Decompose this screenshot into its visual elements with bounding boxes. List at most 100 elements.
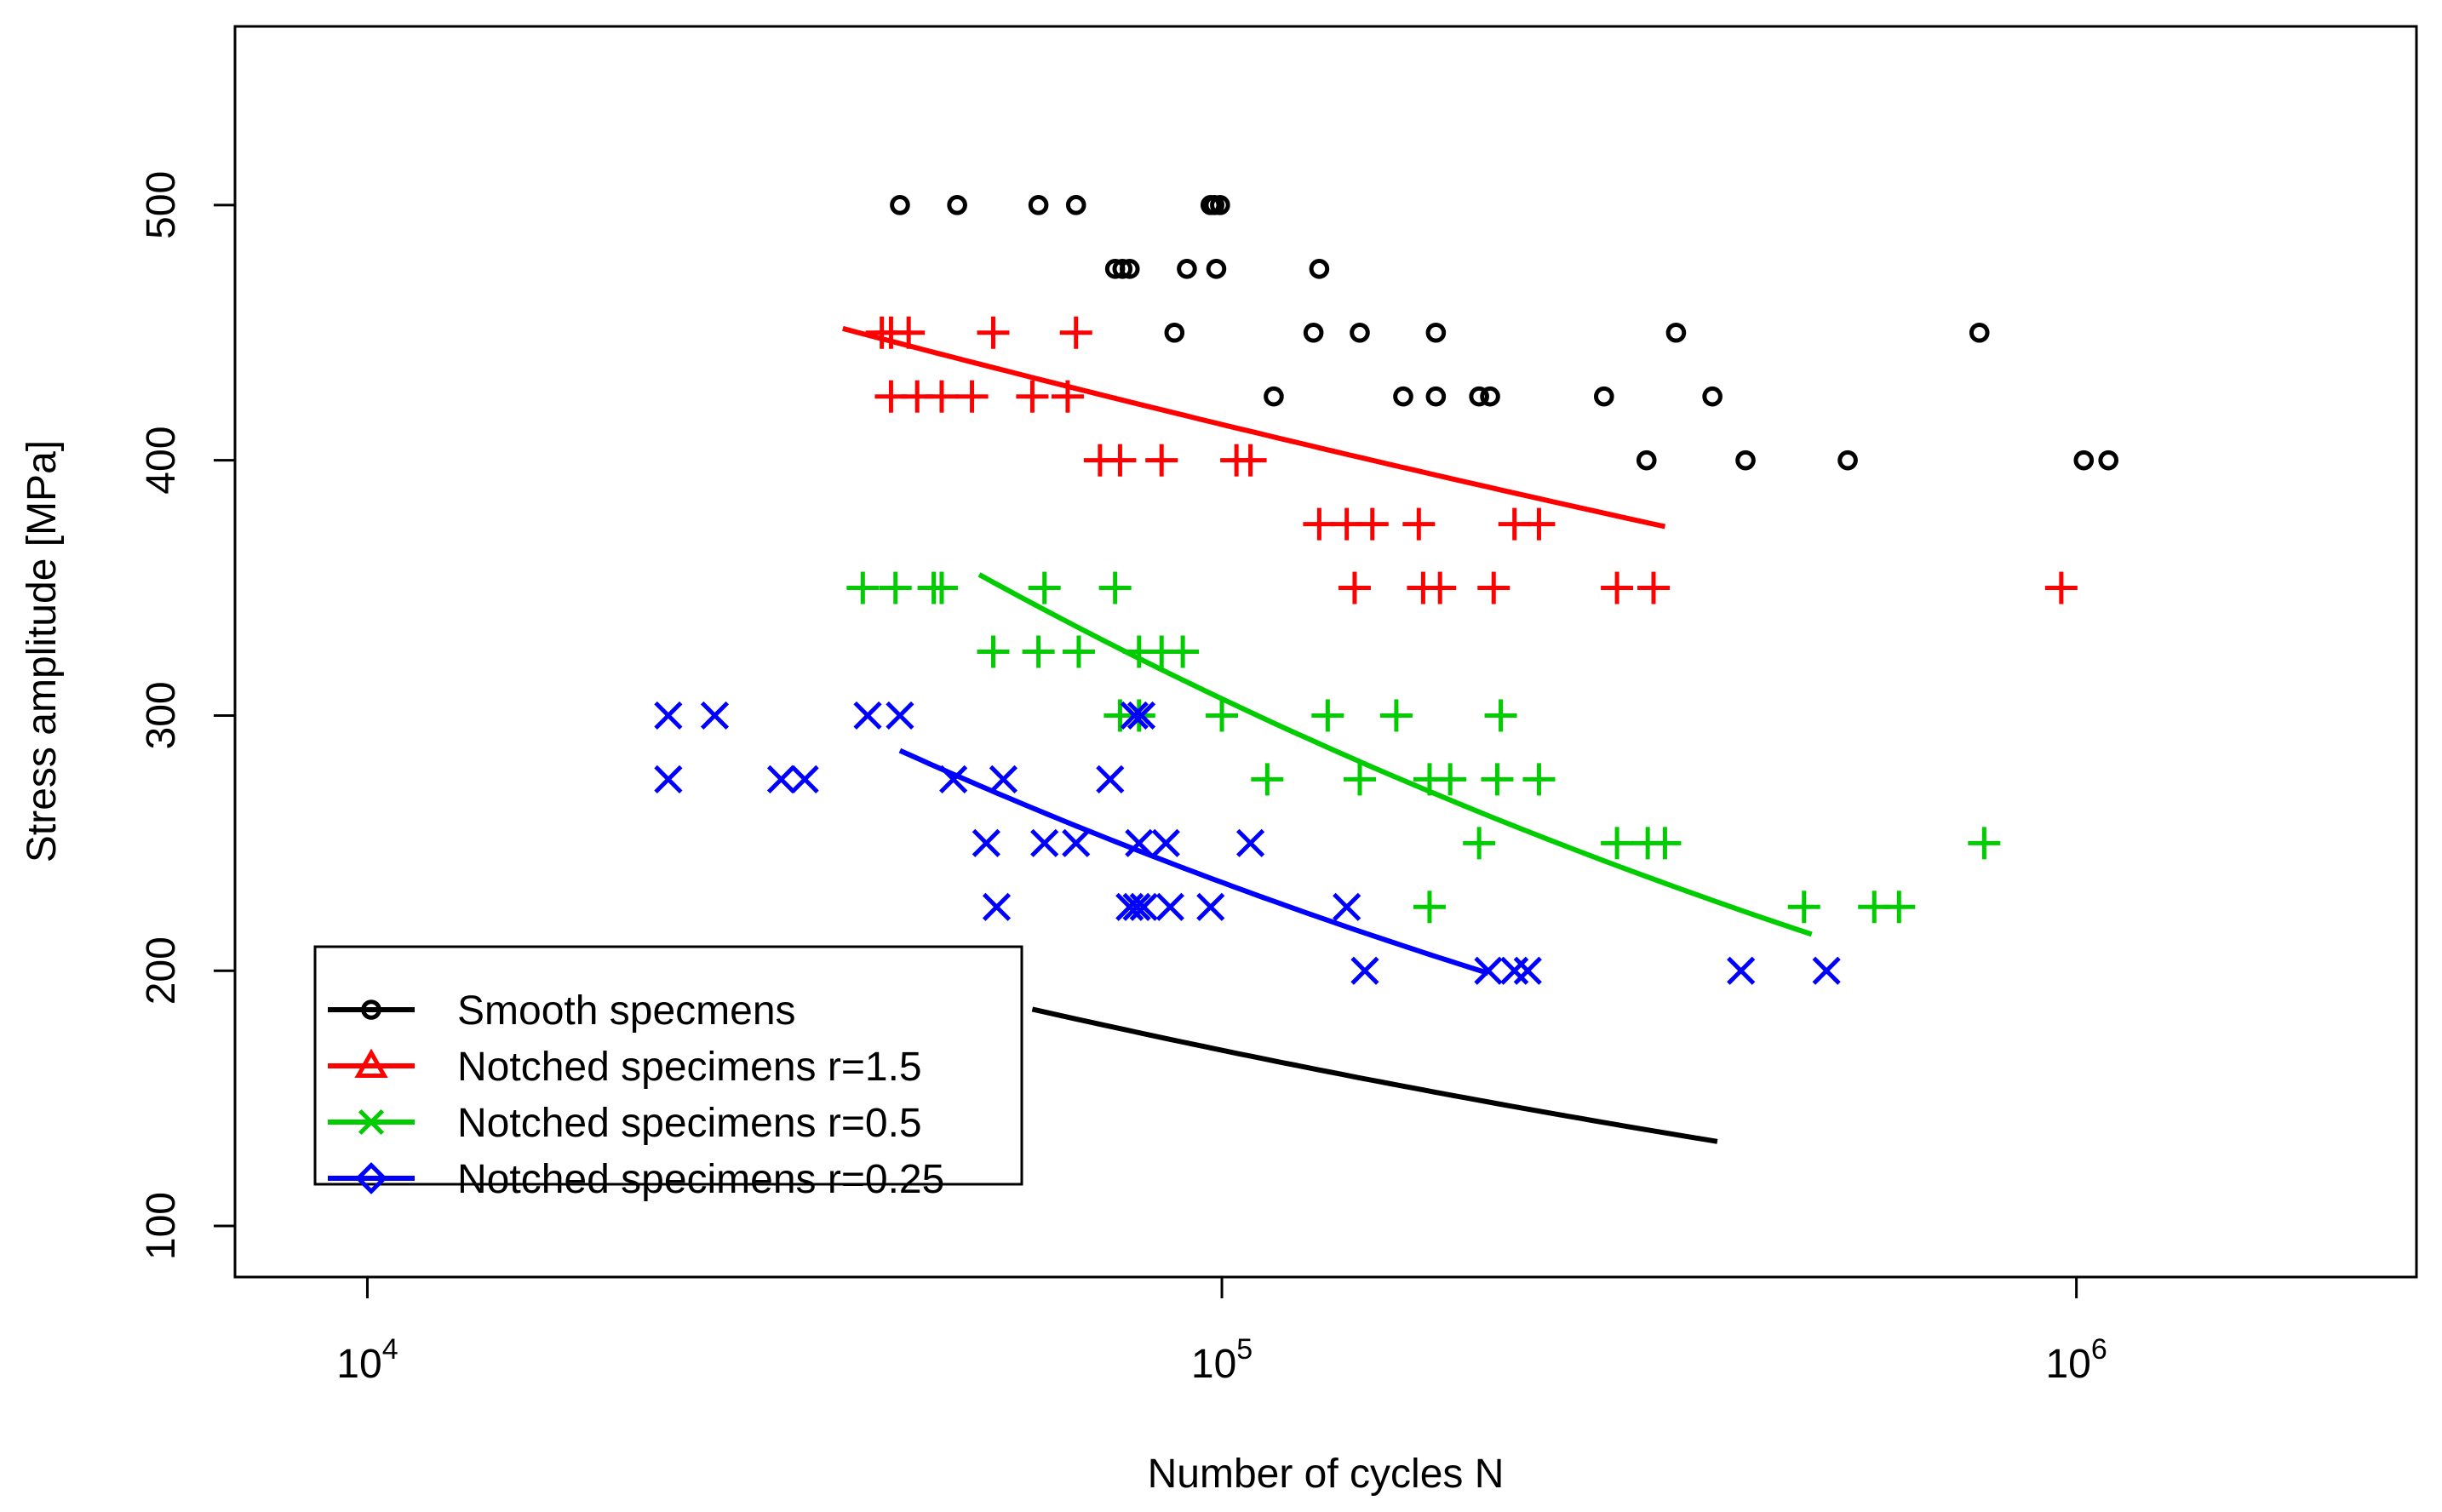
series-2-point-27 — [1601, 571, 1634, 604]
x-tick-label-base: 10 — [336, 1342, 381, 1387]
series-4-point-17-b — [1151, 828, 1180, 857]
series-3-point-7 — [977, 635, 1010, 668]
series-1-point-17-shape — [1425, 322, 1447, 343]
series-4-point-6 — [1126, 701, 1156, 730]
series-4-point-15-b — [1062, 828, 1091, 857]
legend-label-3: Notched specimens r=0.5 — [457, 1101, 922, 1146]
series-1-point-26-shape — [1702, 386, 1723, 407]
series-3-point-31 — [1787, 891, 1820, 924]
series-1-point-30 — [2073, 450, 2095, 471]
series-1-point-1 — [890, 195, 910, 215]
series-2-point-5 — [1059, 316, 1092, 349]
series-4-point-22-b — [1129, 892, 1158, 921]
legend-marker-4 — [355, 1162, 387, 1194]
series-2-point-25 — [1424, 571, 1457, 604]
series-4-point-25 — [1333, 892, 1361, 921]
legend-item-2: Notched specimens r=1.5 — [328, 1045, 922, 1090]
series-1-point-4-shape — [1065, 195, 1086, 215]
series-3-point-6 — [1098, 571, 1132, 604]
y-tick-label-2: 200 — [139, 936, 184, 1005]
series-2-point-22 — [1522, 507, 1556, 541]
series-3-point-33 — [1883, 891, 1916, 924]
series-1-point-21 — [1393, 386, 1413, 407]
legend-label-4: Notched specimens r=0.25 — [457, 1157, 944, 1202]
series-4-point-5 — [1120, 701, 1149, 730]
legend-box — [313, 945, 1023, 1186]
series-4-point-30 — [1727, 956, 1756, 985]
series-3-point-16 — [1311, 699, 1344, 732]
series-1-point-12-shape — [1206, 259, 1227, 279]
series-1-fit-curve — [1031, 1006, 1718, 1144]
series-4-point-12 — [1096, 765, 1125, 793]
series-4-point-29 — [1513, 956, 1542, 985]
series-4-point-13 — [972, 828, 1000, 857]
series-4-point-8 — [766, 765, 796, 793]
series-1-point-11 — [1177, 259, 1197, 279]
series-1-point-21-shape — [1393, 386, 1413, 407]
series-4-point-24-b — [1196, 892, 1225, 921]
series-1-point-25 — [1594, 386, 1614, 407]
series-4-point-28-b — [1500, 956, 1529, 985]
series-2-point-3 — [892, 316, 926, 349]
series-1-point-20 — [1264, 386, 1284, 407]
series-1-point-30-shape — [2073, 450, 2095, 471]
series-4-point-10-b — [939, 765, 968, 793]
series-4 — [654, 701, 1841, 985]
x-tick-label-3: 106 — [2045, 1333, 2107, 1387]
legend-marker-1 — [361, 999, 381, 1020]
series-3-point-1 — [846, 571, 880, 604]
series-3-point-18 — [1484, 699, 1517, 732]
y-tick-label-5: 500 — [139, 171, 184, 239]
series-4-point-3 — [853, 701, 882, 730]
series-1-point-27-shape — [1636, 450, 1657, 471]
series-4-point-16-b — [1125, 828, 1154, 857]
series-3-point-5 — [1028, 571, 1061, 604]
series-4-point-19 — [982, 892, 1012, 921]
series-4-point-1 — [654, 701, 683, 730]
series-4-point-8-b — [766, 765, 796, 793]
series-3-point-20 — [1343, 763, 1376, 796]
series-1-point-15-shape — [1303, 322, 1324, 343]
series-3-point-30 — [1413, 891, 1446, 924]
legend-marker-4-shape — [355, 1162, 387, 1194]
series-3-point-23 — [1481, 763, 1514, 796]
series-4-point-31-b — [1812, 956, 1841, 985]
series-4-point-30-b — [1727, 956, 1756, 985]
series-1-point-7-shape — [1210, 195, 1230, 215]
series-4-point-31 — [1812, 956, 1841, 985]
series-4-point-17 — [1151, 828, 1180, 857]
series-1-point-10-shape — [1119, 259, 1140, 279]
legend-label-2: Notched specimens r=1.5 — [457, 1045, 922, 1090]
series-4-point-23-b — [1155, 892, 1184, 921]
series-4-point-19-b — [982, 892, 1012, 921]
series-3-point-12 — [1167, 635, 1200, 668]
series-1-point-14 — [1164, 322, 1185, 343]
legend-marker-2-shape — [354, 1048, 388, 1078]
series-3-point-2 — [879, 571, 912, 604]
legend-marker-1-shape — [361, 999, 381, 1020]
series-3-point-19 — [1251, 763, 1284, 796]
series-3 — [846, 571, 2001, 937]
series-2-point-10 — [1016, 380, 1049, 413]
series-3-point-15 — [1206, 699, 1239, 732]
series-4-point-2 — [700, 701, 730, 730]
series-4-point-1-b — [654, 701, 683, 730]
series-4-point-13-b — [972, 828, 1000, 857]
series-4-point-14 — [1030, 828, 1059, 857]
series-4-point-15 — [1062, 828, 1091, 857]
series-1-point-1-shape — [890, 195, 910, 215]
x-axis-label: Number of cycles N — [1148, 1452, 1505, 1497]
series-4-point-29-b — [1513, 956, 1542, 985]
series-4-point-27-b — [1474, 956, 1503, 985]
series-2-point-9 — [955, 380, 989, 413]
series-2-point-4 — [977, 316, 1010, 349]
series-1-point-24-shape — [1480, 386, 1500, 407]
series-3-point-22 — [1434, 763, 1467, 796]
series-1-point-10 — [1119, 259, 1140, 279]
x-tick-label-base: 10 — [1191, 1342, 1236, 1387]
series-1-point-3-shape — [1028, 195, 1049, 215]
series-4-point-11 — [989, 765, 1018, 793]
series-3-point-9 — [1062, 635, 1095, 668]
series-3-point-29 — [1968, 827, 2001, 860]
